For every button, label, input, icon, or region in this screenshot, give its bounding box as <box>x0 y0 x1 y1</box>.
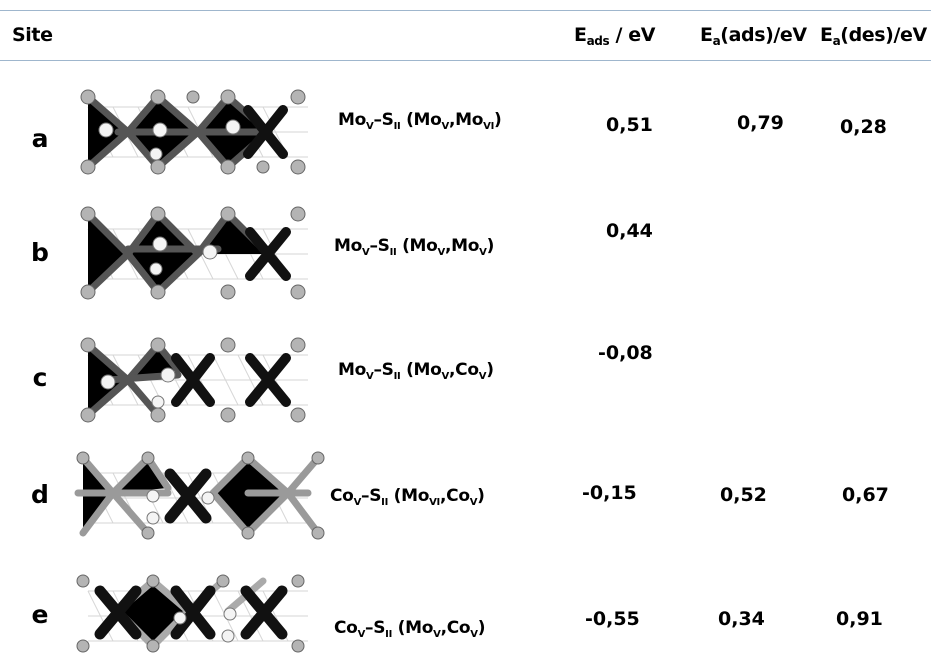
site-formula: CoV–SII (MoV,CoV) <box>334 618 486 640</box>
header-rule <box>0 60 931 61</box>
site-label: b <box>31 238 49 267</box>
ea-des-value: 0,67 <box>842 484 889 506</box>
mos2-cluster-structure-icon <box>80 337 308 423</box>
ea-ads-value: 0,79 <box>737 112 784 134</box>
site-label: e <box>31 600 49 629</box>
eads-value: -0,15 <box>582 482 637 504</box>
site-label: c <box>32 363 48 392</box>
site-formula: MoV–SII (MoV,MoVI) <box>338 110 502 132</box>
ea-des-value: 0,91 <box>836 608 883 630</box>
site-formula: CoV–SII (MoVI,CoV) <box>330 486 485 508</box>
header-ea-des: Ea(des)/eV <box>820 24 927 48</box>
site-label: d <box>31 480 49 509</box>
site-formula: MoV–SII (MoV,CoV) <box>338 360 494 382</box>
comos-cluster-structure-icon <box>76 574 308 653</box>
mos2-cluster-structure-icon <box>80 206 308 300</box>
comos-cluster-structure-icon <box>74 451 325 540</box>
header-ea-ads: Ea(ads)/eV <box>700 24 807 48</box>
header-eads: Eads / eV <box>574 24 655 48</box>
eads-value: 0,44 <box>606 220 653 242</box>
site-formula: MoV–SII (MoV,MoV) <box>334 236 495 258</box>
header-site: Site <box>12 24 53 46</box>
ea-des-value: 0,28 <box>840 116 887 138</box>
eads-value: 0,51 <box>606 114 653 136</box>
mos2-cluster-structure-icon <box>80 89 308 175</box>
site-label: a <box>31 124 49 153</box>
ea-ads-value: 0,34 <box>718 608 765 630</box>
ea-ads-value: 0,52 <box>720 484 767 506</box>
top-rule <box>0 10 931 11</box>
eads-value: -0,55 <box>585 608 640 630</box>
eads-value: -0,08 <box>598 342 653 364</box>
